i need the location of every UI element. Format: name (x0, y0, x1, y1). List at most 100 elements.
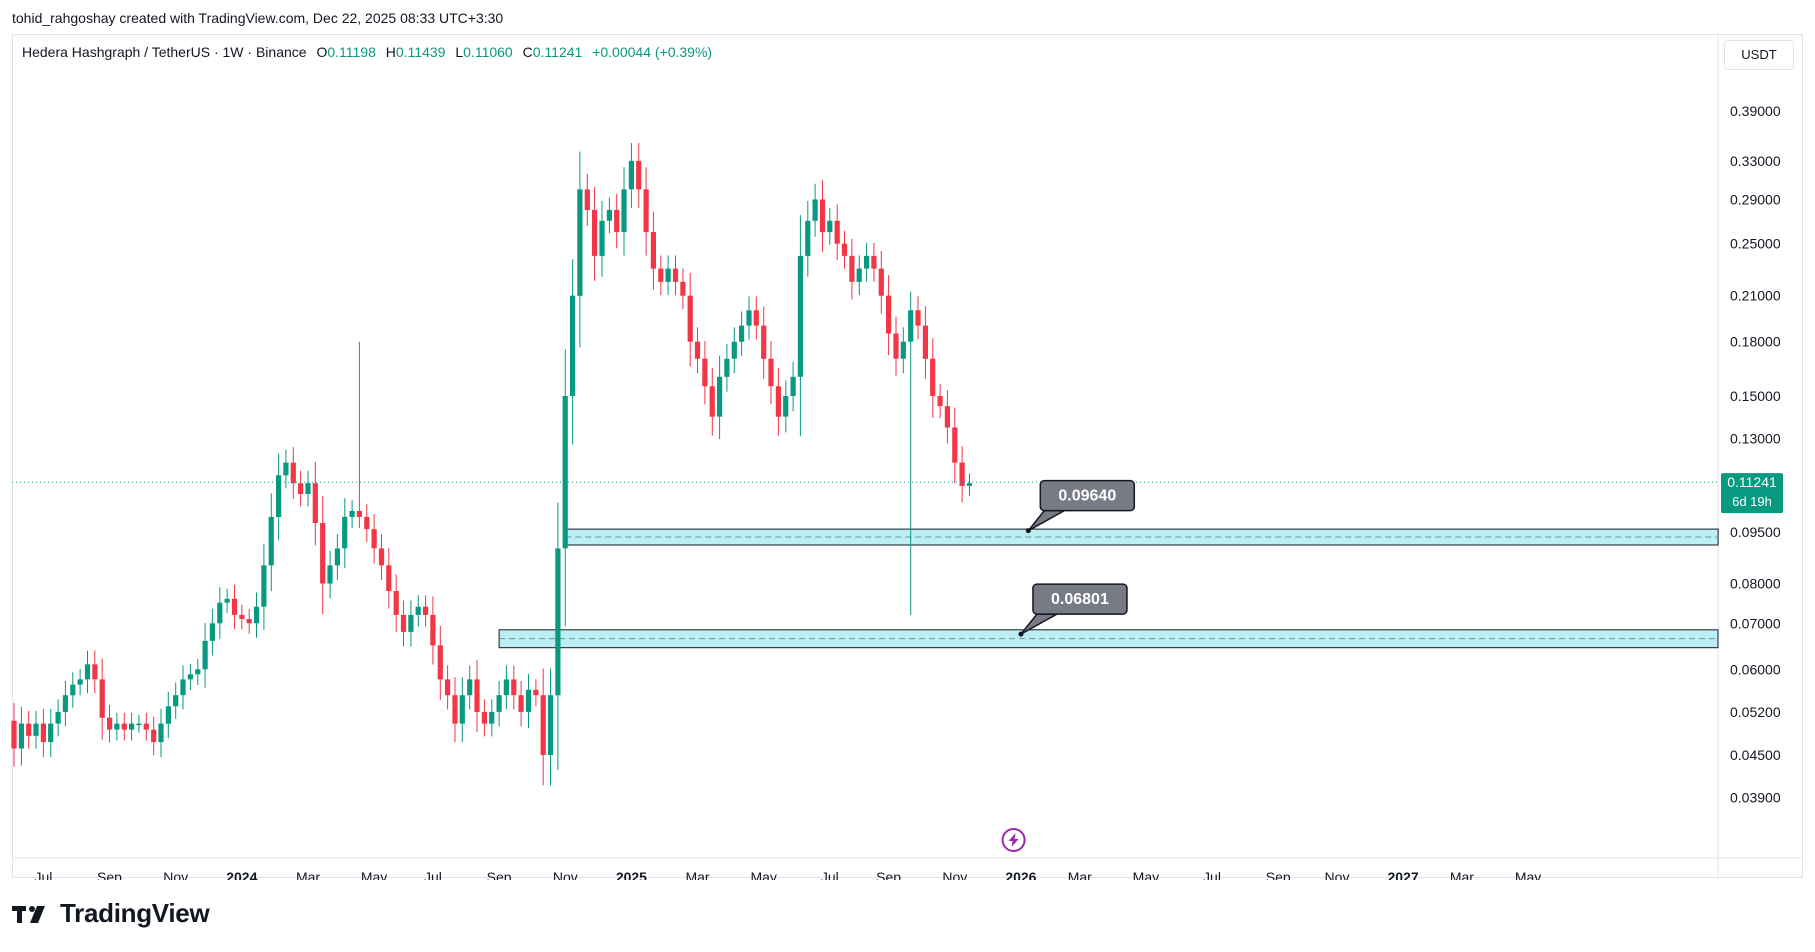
candle-body (731, 341, 737, 359)
tradingview-brand[interactable]: TradingView (12, 898, 210, 929)
y-tick-label: 0.18000 (1730, 334, 1781, 350)
candle-body (922, 325, 928, 359)
candle-body (437, 645, 443, 680)
candle-body (217, 602, 223, 624)
candle-body (753, 310, 759, 326)
y-tick-label: 0.09500 (1730, 524, 1781, 540)
x-tick-label: Nov (553, 869, 578, 880)
candle-body (400, 614, 407, 632)
y-tick-label: 0.21000 (1730, 288, 1781, 304)
candle-body (871, 255, 877, 269)
candle-body (151, 729, 157, 743)
open-value: 0.11198 (327, 44, 376, 60)
callout-anchor-dot (1025, 528, 1031, 534)
candle-body (430, 614, 436, 646)
candle-body (864, 255, 870, 269)
candle-body (474, 679, 480, 712)
y-tick-label: 0.03900 (1730, 790, 1781, 806)
candle-body (92, 664, 98, 680)
candle-body (672, 268, 679, 282)
candle-body (966, 483, 973, 486)
candle-body (305, 483, 311, 494)
y-tick-label: 0.39000 (1730, 103, 1781, 119)
candle-body (959, 462, 965, 486)
candle-body (378, 548, 385, 566)
callout-anchor-dot (1018, 631, 1024, 637)
candle-body (312, 483, 318, 523)
candle-body (739, 325, 745, 342)
callout-box (1039, 479, 1136, 512)
callout-box (1032, 583, 1128, 615)
x-tick-label: May (361, 869, 387, 880)
x-tick-label: May (1515, 869, 1541, 880)
candle-body (415, 606, 421, 615)
brand-name: TradingView (60, 898, 210, 928)
close-value: 0.11241 (532, 44, 583, 60)
candle-body (489, 711, 495, 724)
candle-body (99, 679, 105, 718)
candle-body (930, 358, 936, 396)
candle-body (775, 386, 781, 417)
candle-body (77, 679, 83, 685)
low-label: L (455, 44, 464, 60)
candle-body (386, 565, 392, 591)
candle-body (364, 516, 370, 530)
candle-body (944, 406, 950, 428)
candle-body (114, 723, 120, 730)
lightning-bolt-icon (1008, 833, 1019, 847)
attribution-text: tohid_rahgoshay created with TradingView… (12, 10, 504, 26)
last-price-text: 0.11241 (1727, 474, 1777, 490)
candle-body (26, 723, 32, 736)
candle-body (143, 723, 149, 730)
candle-body (209, 623, 215, 641)
candle-body (107, 717, 113, 730)
price-chart[interactable]: 0.03900 0.04500 0.05200 0.06000 0.07000 0.080… (0, 0, 1815, 880)
candle-body (724, 358, 730, 377)
candle-body (628, 160, 634, 190)
candle-body (459, 695, 465, 724)
candle-body (694, 341, 701, 359)
candle-body (709, 386, 715, 417)
candle-body (276, 475, 282, 517)
candle-body (650, 232, 656, 269)
x-tick-label: Jul (34, 869, 52, 880)
candle-body (606, 209, 612, 221)
candle-body (239, 614, 245, 620)
candle-body (129, 723, 135, 730)
candle-body (658, 268, 664, 282)
candle-body (158, 723, 164, 743)
candle-body (533, 689, 539, 696)
x-tick-label: Mar (685, 869, 709, 880)
candle-body (841, 243, 848, 256)
candle-body (790, 376, 796, 396)
y-tick-label: 0.25000 (1730, 236, 1781, 252)
candle-body (540, 695, 546, 755)
y-tick-label: 0.29000 (1730, 192, 1781, 208)
candle-body (511, 679, 517, 696)
x-tick-label: Sep (876, 869, 901, 880)
symbol-title[interactable]: Hedera Hashgraph / TetherUS · 1W · Binan… (22, 44, 307, 60)
candle-body (202, 640, 208, 670)
x-tick-label: Nov (163, 869, 188, 880)
candle-body (180, 679, 186, 696)
y-tick-label: 0.04500 (1730, 747, 1781, 763)
candle-body (518, 695, 524, 712)
candle-body (900, 341, 906, 359)
candle-body (356, 511, 362, 517)
candle-body (680, 281, 686, 296)
currency-button[interactable]: USDT (1724, 40, 1794, 70)
candle-body (393, 591, 399, 615)
candle-body (423, 606, 429, 615)
candle-body (856, 268, 862, 282)
candle-body (525, 689, 532, 712)
x-tick-label: Nov (942, 869, 967, 880)
low-value: 0.11060 (463, 44, 513, 60)
candle-body (805, 220, 811, 256)
x-tick-label: Mar (296, 869, 320, 880)
candle-body (467, 679, 473, 696)
candle-body (834, 220, 840, 244)
x-tick-label: Jul (1203, 869, 1221, 880)
candle-body (908, 310, 914, 342)
candle-body (33, 723, 39, 736)
candle-body (827, 220, 833, 233)
